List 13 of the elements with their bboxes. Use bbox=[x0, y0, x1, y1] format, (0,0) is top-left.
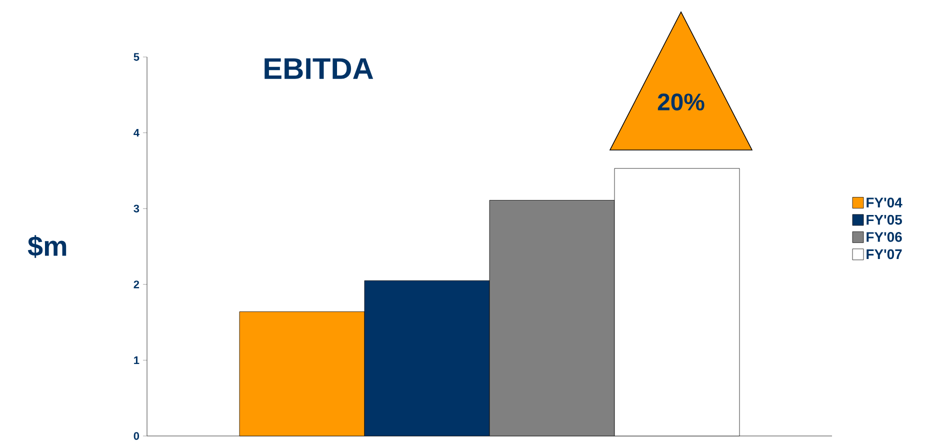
y-tick-label: 1 bbox=[134, 356, 140, 364]
legend-label: FY'07 bbox=[866, 249, 902, 260]
y-tick-label: 5 bbox=[134, 53, 140, 61]
chart-title: EBITDA bbox=[264, 58, 374, 79]
legend-label: FY'06 bbox=[866, 232, 902, 242]
legend-label: FY'04 bbox=[866, 198, 902, 208]
legend-label: FY'05 bbox=[866, 214, 902, 225]
y-tick-label: 0 bbox=[134, 432, 140, 440]
y-axis-title: $m bbox=[28, 235, 66, 258]
y-tick-label: 3 bbox=[134, 204, 140, 212]
y-tick-label: 4 bbox=[134, 129, 140, 137]
annotation: 20% bbox=[658, 94, 704, 110]
y-tick-label: 2 bbox=[134, 280, 140, 288]
